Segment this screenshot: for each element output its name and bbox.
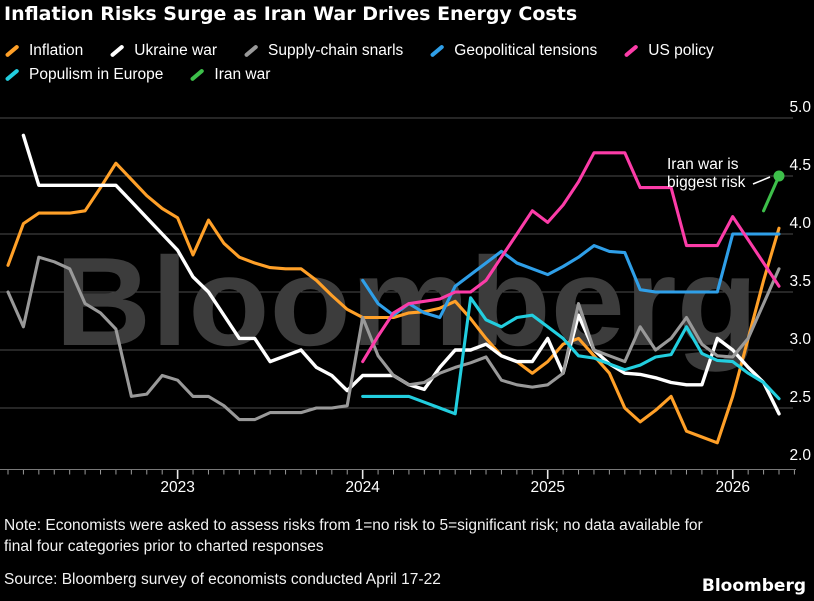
- x-tick-label: 2023: [160, 479, 194, 496]
- x-tick-label: 2025: [530, 479, 564, 496]
- series-populism-in-europe: [361, 296, 781, 416]
- iran-war-end-dot: [773, 170, 785, 182]
- legend-label: Inflation: [29, 42, 84, 59]
- y-tick-label: 3.0: [789, 331, 811, 348]
- y-tick-label: 2.0: [789, 447, 811, 464]
- legend: Inflation Ukraine war Supply-chain snarls G…: [4, 40, 810, 85]
- legend-label: Iran war: [214, 66, 271, 83]
- legend-item-us-policy: US policy: [623, 40, 714, 61]
- legend-item-ukraine-war: Ukraine war: [109, 40, 217, 61]
- x-axis: 2023 2024 2025 2026: [0, 469, 796, 496]
- note-line-1: Note: Economists were asked to assess ri…: [4, 517, 703, 534]
- legend-label: Ukraine war: [134, 42, 217, 59]
- y-axis-labels: 5.0 4.5 4.0 3.5 3.0 2.5 2.0: [789, 99, 811, 464]
- chart-title: Inflation Risks Surge as Iran War Drives…: [4, 3, 578, 25]
- legend-label: US policy: [648, 42, 714, 59]
- legend-label: Supply-chain snarls: [268, 42, 404, 59]
- annotation-line-2: biggest risk: [667, 174, 746, 191]
- y-tick-label: 4.5: [789, 157, 811, 174]
- footnotes: Note: Economists were asked to assess ri…: [4, 516, 810, 591]
- legend-item-supply-chain-snarls: Supply-chain snarls: [243, 40, 403, 61]
- y-tick-label: 4.0: [789, 215, 811, 232]
- bloomberg-watermark: Bloomberg: [55, 231, 758, 372]
- x-tick-label: 2024: [345, 479, 380, 496]
- gridlines: [0, 117, 793, 409]
- legend-item-populism-in-europe: Populism in Europe: [4, 64, 163, 85]
- legend-label: Geopolitical tensions: [454, 42, 598, 59]
- source-line: Source: Bloomberg survey of economists c…: [4, 571, 441, 588]
- legend-item-iran-war: Iran war: [189, 64, 270, 85]
- legend-item-geopolitical-tensions: Geopolitical tensions: [429, 40, 597, 61]
- x-tick-label: 2026: [715, 479, 749, 496]
- series-iran-war: [762, 170, 785, 213]
- note-line-2: final four categories prior to charted r…: [4, 537, 324, 555]
- legend-label: Populism in Europe: [29, 66, 164, 83]
- series-us-policy: [361, 151, 781, 364]
- y-tick-label: 3.5: [789, 273, 811, 290]
- y-tick-label: 2.5: [789, 389, 811, 406]
- series-inflation: [6, 161, 781, 445]
- annotation-line-1: Iran war is: [667, 156, 739, 173]
- bloomberg-logo: Bloomberg: [701, 576, 806, 596]
- series-supply-chain-snarls: [6, 255, 781, 422]
- y-tick-label: 5.0: [789, 99, 811, 116]
- legend-item-inflation: Inflation: [4, 40, 83, 61]
- series-geopolitical-tensions: [361, 232, 781, 320]
